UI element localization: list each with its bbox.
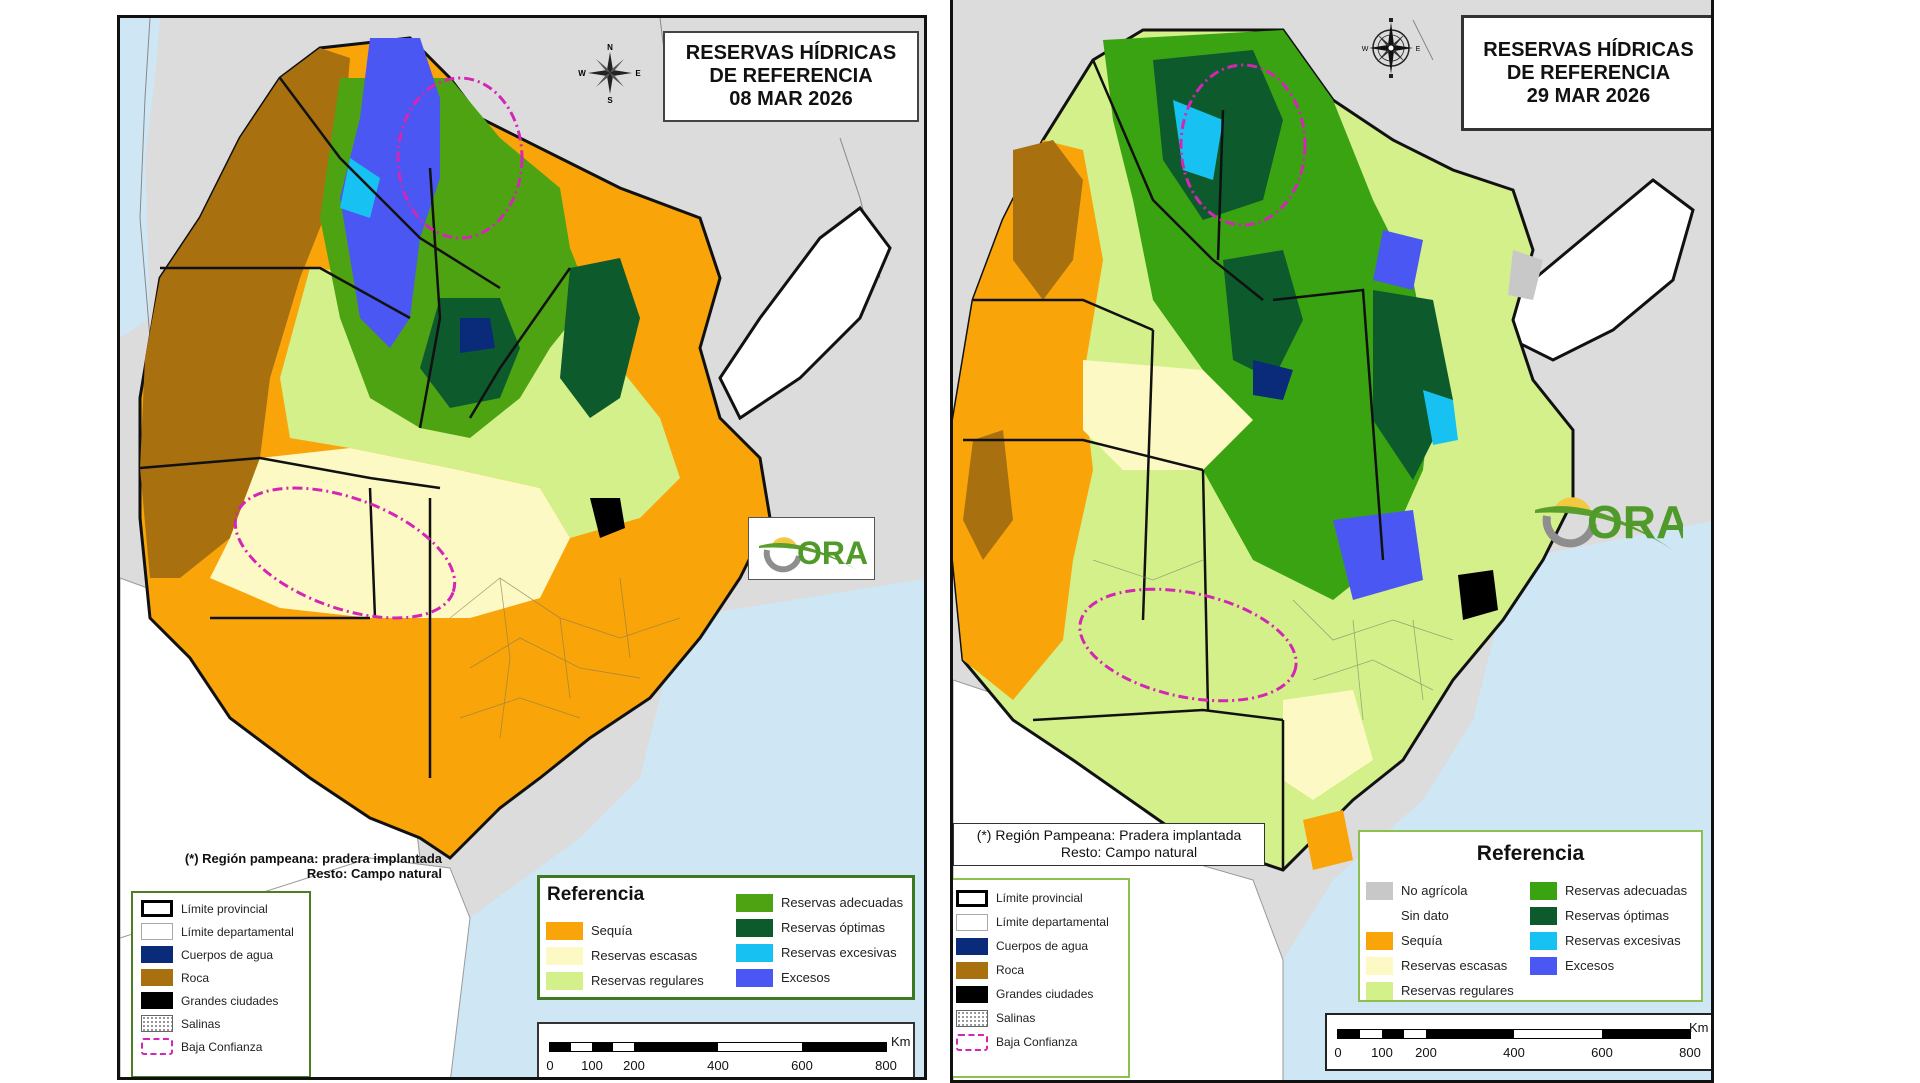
map-notes: (*) Región Pampeana: Pradera implantada … bbox=[953, 823, 1265, 866]
ora-logo-icon: ORA bbox=[1533, 478, 1683, 556]
notes-line2: Resto: Campo natural bbox=[306, 866, 442, 881]
legend-item-cuerpos-de-agua: Cuerpos de agua bbox=[956, 934, 1120, 958]
legend-item-sequia: Sequía bbox=[546, 918, 704, 943]
legend-item-grandes-ciudades: Grandes ciudades bbox=[956, 982, 1120, 1006]
legend-item-limite-departamental: Límite departamental bbox=[956, 910, 1120, 934]
reference-legend: Referencia No agrícola Sin dato Sequía R… bbox=[1358, 830, 1703, 1002]
legend-item-reservas-escasas: Reservas escasas bbox=[1366, 953, 1514, 978]
salinas-swatch bbox=[141, 1015, 173, 1032]
compass-rose-icon: N S W E bbox=[578, 41, 642, 105]
map-title-line2: DE REFERENCIA bbox=[709, 65, 873, 87]
map-title-box: RESERVAS HÍDRICAS DE REFERENCIA 08 MAR 2… bbox=[663, 31, 919, 122]
legend-item-reservas-escasas: Reservas escasas bbox=[546, 943, 704, 968]
map-panel-29-mar: RESERVAS HÍDRICAS DE REFERENCIA 29 MAR 2… bbox=[950, 0, 1714, 1083]
scale-bar: Km 0 100 200 400 600 800 bbox=[537, 1022, 915, 1077]
legend-item-salinas: Salinas bbox=[956, 1006, 1120, 1030]
svg-text:E: E bbox=[635, 69, 641, 78]
legend-item-reservas-adecuadas: Reservas adecuadas bbox=[1530, 878, 1687, 903]
legend-item-reservas-regulares: Reservas regulares bbox=[1366, 978, 1514, 1003]
legend-item-baja-confianza: Baja Confianza bbox=[141, 1035, 301, 1058]
svg-text:E: E bbox=[1416, 46, 1421, 53]
city-swatch bbox=[141, 992, 173, 1009]
thick-outline-swatch bbox=[141, 900, 173, 917]
reference-legend: Referencia Sequía Reservas escasas Reser… bbox=[537, 875, 915, 1000]
map-date: 29 MAR 2026 bbox=[1526, 84, 1651, 107]
ora-logo-icon: ORA bbox=[748, 517, 875, 580]
legend-item-limite-provincial: Límite provincial bbox=[956, 886, 1120, 910]
notes-line1: (*) Región Pampeana: Pradera implantada bbox=[976, 827, 1242, 843]
legend-item-baja-confianza: Baja Confianza bbox=[956, 1030, 1120, 1054]
compass-rose-icon: W E bbox=[1359, 16, 1423, 80]
legend-item-excesos: Excesos bbox=[1530, 953, 1687, 978]
map-notes: (*) Región pampeana: pradera implantada … bbox=[132, 851, 442, 881]
legend-item-limite-provincial: Límite provincial bbox=[141, 897, 301, 920]
legend-item-reservas-adecuadas: Reservas adecuadas bbox=[736, 890, 903, 915]
svg-text:W: W bbox=[1362, 46, 1369, 53]
svg-text:N: N bbox=[607, 43, 613, 52]
map-date: 08 MAR 2026 bbox=[729, 88, 853, 110]
rock-swatch bbox=[141, 969, 173, 986]
legend-item-cuerpos-de-agua: Cuerpos de agua bbox=[141, 943, 301, 966]
legend-item-no-agricola: No agrícola bbox=[1366, 878, 1514, 903]
reference-legend-title: Referencia bbox=[547, 884, 645, 905]
notes-line2: Resto: Campo natural bbox=[1060, 844, 1198, 860]
map-title-box: RESERVAS HÍDRICAS DE REFERENCIA 29 MAR 2… bbox=[1461, 15, 1711, 131]
notes-line1: (*) Región pampeana: pradera implantada bbox=[184, 851, 442, 866]
legend-item-roca: Roca bbox=[141, 966, 301, 989]
scale-unit: Km bbox=[1689, 1020, 1709, 1035]
legend-item-reservas-optimas: Reservas óptimas bbox=[736, 915, 903, 940]
map-panel-08-mar: RESERVAS HÍDRICAS DE REFERENCIA 08 MAR 2… bbox=[117, 15, 927, 1080]
map-title-line2: DE REFERENCIA bbox=[1506, 61, 1671, 84]
scale-unit: Km bbox=[891, 1034, 911, 1049]
reference-legend-title: Referencia bbox=[1476, 842, 1585, 865]
map-title-line1: RESERVAS HÍDRICAS bbox=[685, 42, 897, 64]
map-title-line1: RESERVAS HÍDRICAS bbox=[1483, 38, 1694, 61]
symbol-legend: Límite provincial Límite departamental C… bbox=[953, 878, 1130, 1078]
scale-bar: Km 0 100 200 400 600 800 bbox=[1325, 1013, 1711, 1071]
legend-item-roca: Roca bbox=[956, 958, 1120, 982]
legend-item-reservas-excesivas: Reservas excesivas bbox=[1530, 928, 1687, 953]
legend-item-sequia: Sequía bbox=[1366, 928, 1514, 953]
svg-text:W: W bbox=[578, 69, 586, 78]
svg-text:ORA: ORA bbox=[797, 535, 867, 571]
thin-outline-swatch bbox=[141, 923, 173, 940]
legend-item-grandes-ciudades: Grandes ciudades bbox=[141, 989, 301, 1012]
svg-text:ORA: ORA bbox=[1587, 496, 1683, 548]
legend-item-excesos: Excesos bbox=[736, 965, 903, 990]
svg-text:S: S bbox=[607, 96, 613, 105]
legend-item-reservas-excesivas: Reservas excesivas bbox=[736, 940, 903, 965]
legend-item-salinas: Salinas bbox=[141, 1012, 301, 1035]
legend-item-reservas-regulares: Reservas regulares bbox=[546, 968, 704, 993]
legend-item-limite-departamental: Límite departamental bbox=[141, 920, 301, 943]
legend-item-sin-dato: Sin dato bbox=[1366, 903, 1514, 928]
symbol-legend: Límite provincial Límite departamental C… bbox=[131, 891, 311, 1077]
legend-item-reservas-optimas: Reservas óptimas bbox=[1530, 903, 1687, 928]
low-confidence-swatch bbox=[141, 1038, 173, 1055]
water-swatch bbox=[141, 946, 173, 963]
